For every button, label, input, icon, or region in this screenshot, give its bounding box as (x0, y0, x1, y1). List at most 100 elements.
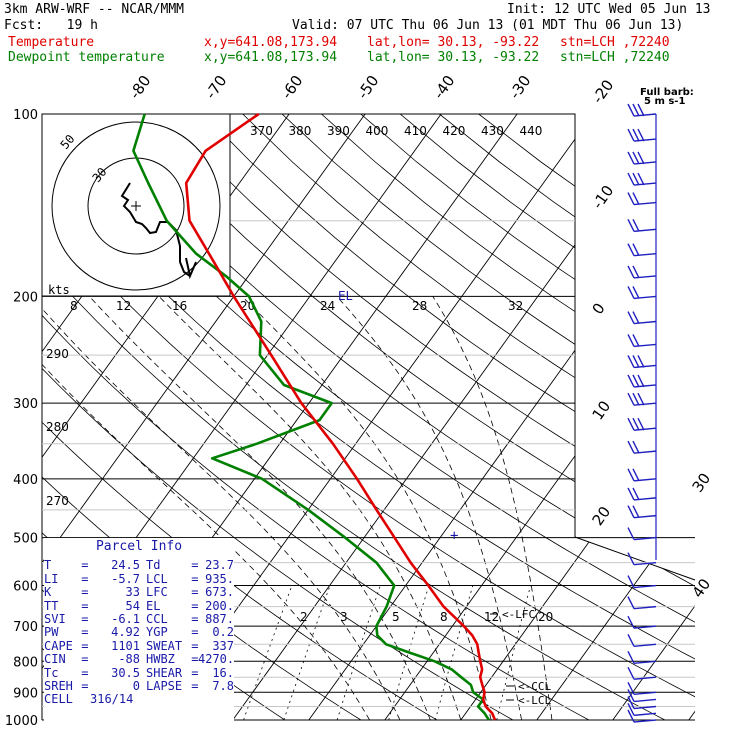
wind-barb (633, 660, 657, 664)
wind-barb-flag (637, 151, 645, 165)
wind-barb-flag (632, 468, 640, 482)
parcel-info-panel: Parcel Info T = 24.5 Td = 23.7 LI = -5.7 LCL =… (44, 538, 234, 738)
theta-label: 370 (250, 124, 273, 138)
pressure-tick-label: 100 (13, 108, 38, 123)
theta-label: 420 (443, 124, 466, 138)
isotherm-line (308, 114, 695, 720)
parcel-param-label: SWEAT (146, 638, 183, 653)
parcel-row: LI = -5.7 LCL = 935. (44, 571, 234, 586)
wind-barb-flag (627, 527, 635, 540)
hodograph-axis-label: 28 (412, 299, 427, 313)
dry-adiabat-line (439, 114, 695, 720)
wind-barb-flag (632, 243, 640, 256)
annotation-label: <-LFC (502, 608, 535, 621)
wind-barb-flag (627, 633, 635, 647)
wind-barb (633, 402, 657, 406)
theta-side-label: 280 (46, 420, 69, 434)
parcel-row: PW = 4.92 YGP = 0.2 (44, 625, 234, 640)
wind-barb-flag (637, 392, 645, 406)
pressure-tick-label: 400 (13, 473, 38, 488)
wind-barb-flag (632, 417, 640, 431)
wind-barb-flag (632, 192, 640, 205)
wind-barb-flag (627, 311, 635, 324)
temperature-xy: x,y=641.08,173.94 (204, 35, 338, 50)
parcel-param-value: 24.5 (111, 558, 140, 573)
moist-adiabat-line (42, 296, 401, 720)
pressure-tick-label: 600 (13, 580, 38, 595)
wind-barb-flag (627, 615, 635, 629)
parcel-row: Tc = 30.5 SHEAR = 16. (44, 665, 234, 680)
wind-barb-flag (632, 374, 640, 388)
theta-label: 410 (404, 124, 427, 138)
parcel-param-value: 4270. (198, 652, 235, 667)
parcel-param-value: 54 (125, 598, 140, 613)
wind-barb (633, 384, 657, 388)
parcel-param-value: 0.2 (212, 625, 234, 640)
hodograph-trace (120, 182, 191, 277)
dewpoint-xy: x,y=641.08,173.94 (204, 50, 338, 65)
moist-adiabat-line (241, 296, 492, 720)
parcel-param-label: CAPE (44, 638, 73, 653)
hodograph-axis-label: 24 (320, 299, 335, 313)
parcel-marker: + (450, 528, 458, 544)
dewpoint-station: stn=LCH ,72240 (560, 50, 670, 65)
isotherm-label: -30 (506, 72, 535, 102)
parcel-param-label: SVI (44, 611, 66, 626)
isotherm-line (42, 114, 366, 720)
wind-barb-flag (632, 392, 640, 406)
wind-barb (633, 625, 657, 629)
parcel-param-label: LFC (146, 585, 168, 600)
wind-barb-flag (627, 392, 635, 406)
mixing-ratio-line (243, 585, 293, 720)
wind-barb-flag (627, 334, 635, 347)
parcel-cell-label: CELL (44, 692, 73, 707)
wind-barb-flag (637, 128, 645, 142)
moist-adiabat-line (336, 296, 522, 720)
temperature-curve (184, 112, 497, 721)
wind-barb-flag (627, 696, 635, 709)
pressure-tick-label: 200 (13, 290, 38, 305)
chart-frame-corner (574, 536, 696, 581)
theta-label: 390 (327, 124, 350, 138)
theta-label: 430 (481, 124, 504, 138)
parcel-row: TT = 54 EL = 200. (44, 598, 234, 613)
parcel-row: SREH = 0 LAPSE = 7.8 (44, 678, 234, 693)
isotherm-label: -80 (126, 72, 155, 102)
wind-barb-flag (632, 172, 640, 186)
dry-adiabat-line (478, 114, 695, 720)
parcel-row: K = 33 LFC = 673. (44, 585, 234, 600)
wind-barb (633, 364, 657, 369)
parcel-info-title: Parcel Info (95, 539, 183, 554)
wind-barb-flag (632, 286, 640, 299)
isotherm-label: -40 (430, 72, 459, 102)
wind-barb-flag (627, 440, 635, 454)
temperature-legend: Temperature (8, 35, 95, 50)
wind-barb (633, 320, 657, 325)
isotherm-label: 20 (589, 503, 615, 529)
isotherm-label: -70 (202, 72, 231, 102)
theta-side-label: 270 (46, 494, 69, 508)
parcel-param-label: YGP (146, 625, 168, 640)
hodograph-ring-outer (51, 121, 221, 291)
wind-barb-flag (627, 575, 635, 588)
wind-barb-flag (632, 440, 640, 454)
wind-barb-flag (637, 103, 645, 117)
pressure-tick-label: 500 (13, 532, 38, 547)
parcel-param-value: 200. (205, 598, 234, 613)
wind-barb-flag (627, 172, 635, 186)
wind-barb-flag (627, 355, 635, 368)
parcel-param-label: Tc (44, 665, 59, 680)
isotherm-line (612, 114, 695, 720)
wind-barb-flag (632, 505, 640, 518)
wind-barb-flag (632, 355, 640, 368)
moist-adiabat-line (42, 296, 370, 720)
wind-barb-flag (632, 219, 640, 232)
wind-barb-flag (627, 374, 635, 388)
parcel-param-value: 33 (125, 585, 140, 600)
pressure-tick-label: 300 (13, 397, 38, 412)
wind-barb (633, 643, 657, 647)
wind-barb (633, 295, 657, 300)
valid-time: Valid: 07 UTC Thu 06 Jun 13 (01 MDT Thu … (292, 18, 684, 33)
wind-barb (633, 228, 657, 233)
